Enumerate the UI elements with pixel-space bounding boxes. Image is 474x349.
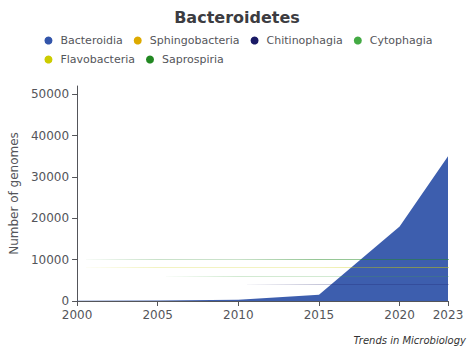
- svg-text:30000: 30000: [31, 170, 69, 184]
- svg-text:10000: 10000: [31, 253, 69, 267]
- svg-text:Chitinophagia: Chitinophagia: [267, 34, 343, 47]
- svg-text:Saprospiria: Saprospiria: [162, 53, 224, 66]
- svg-text:50000: 50000: [31, 87, 69, 101]
- svg-text:Bacteroidetes: Bacteroidetes: [174, 8, 300, 27]
- svg-text:Sphingobacteria: Sphingobacteria: [150, 34, 240, 47]
- svg-text:2015: 2015: [304, 308, 335, 322]
- svg-text:2010: 2010: [223, 308, 254, 322]
- svg-text:20000: 20000: [31, 211, 69, 225]
- svg-text:2000: 2000: [62, 308, 93, 322]
- svg-text:Flavobacteria: Flavobacteria: [60, 53, 135, 66]
- svg-text:40000: 40000: [31, 129, 69, 143]
- svg-text:2023: 2023: [433, 308, 464, 322]
- svg-text:0: 0: [61, 294, 69, 308]
- svg-text:Trends in Microbiology: Trends in Microbiology: [353, 335, 467, 346]
- svg-text:Number of genomes: Number of genomes: [7, 132, 21, 255]
- svg-text:Bacteroidia: Bacteroidia: [60, 34, 122, 47]
- svg-text:Cytophagia: Cytophagia: [370, 34, 433, 47]
- svg-text:2005: 2005: [142, 308, 173, 322]
- svg-text:2020: 2020: [384, 308, 415, 322]
